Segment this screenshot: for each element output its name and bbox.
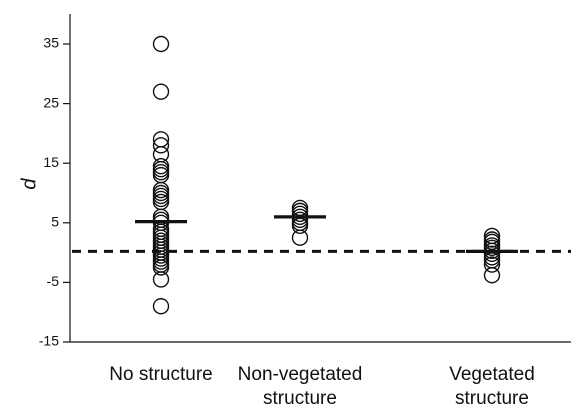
data-point	[291, 229, 309, 246]
category-label: No structure	[109, 364, 212, 385]
data-points	[152, 35, 501, 315]
data-point	[483, 256, 501, 273]
y-tick-label: 35	[43, 35, 59, 51]
data-point	[152, 146, 170, 163]
y-ticks: 35 25 15 5 -5 -15	[39, 35, 70, 349]
data-point	[152, 35, 170, 53]
mean-lines	[135, 215, 518, 254]
y-tick-label: 15	[43, 154, 59, 170]
y-tick-label: 25	[43, 94, 59, 110]
y-tick-label: -15	[39, 333, 59, 349]
category-label: Non-vegetated	[238, 364, 363, 385]
data-point	[152, 259, 170, 276]
data-point	[152, 137, 170, 154]
data-point	[152, 271, 170, 288]
category-labels: No structure Non-vegetated structure Vegeta…	[109, 364, 535, 407]
category-label: Vegetated	[449, 364, 535, 385]
data-point	[152, 211, 170, 229]
category-label: structure	[263, 388, 337, 407]
category-label: structure	[455, 388, 529, 407]
data-point	[483, 245, 501, 262]
data-point	[152, 298, 170, 315]
y-tick-label: 5	[51, 214, 59, 230]
y-axis-label: d	[18, 178, 40, 190]
data-point	[483, 267, 501, 284]
data-point	[152, 83, 170, 100]
y-tick-label: -5	[47, 273, 60, 289]
